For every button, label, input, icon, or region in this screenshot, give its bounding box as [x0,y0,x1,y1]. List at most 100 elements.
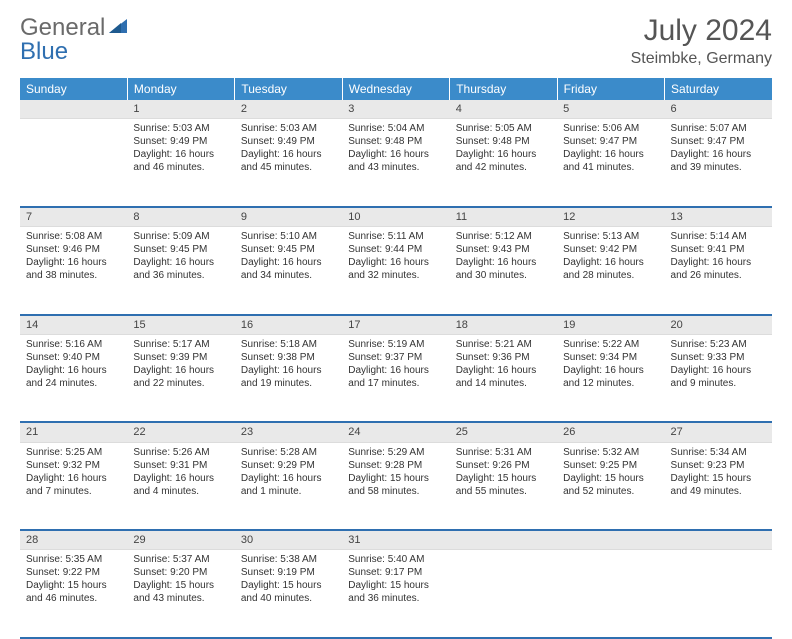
sunrise-text: Sunrise: 5:35 AM [26,553,121,566]
day-number-cell: 2 [235,100,342,119]
daylight-text: Daylight: 15 hours and 46 minutes. [26,579,121,605]
day-header: Monday [127,78,234,100]
day-content-cell: Sunrise: 5:17 AMSunset: 9:39 PMDaylight:… [127,334,234,422]
day-header: Thursday [450,78,557,100]
daylight-text: Daylight: 16 hours and 1 minute. [241,472,336,498]
sunrise-text: Sunrise: 5:29 AM [348,446,443,459]
day-content-row: Sunrise: 5:25 AMSunset: 9:32 PMDaylight:… [20,442,772,530]
day-content-cell: Sunrise: 5:09 AMSunset: 9:45 PMDaylight:… [127,227,234,315]
day-content-cell [20,119,127,207]
day-number-cell: 25 [450,422,557,442]
daylight-text: Daylight: 16 hours and 7 minutes. [26,472,121,498]
sunset-text: Sunset: 9:40 PM [26,351,121,364]
day-content-cell: Sunrise: 5:10 AMSunset: 9:45 PMDaylight:… [235,227,342,315]
sunset-text: Sunset: 9:23 PM [671,459,766,472]
day-content-cell: Sunrise: 5:40 AMSunset: 9:17 PMDaylight:… [342,550,449,638]
day-content-cell: Sunrise: 5:31 AMSunset: 9:26 PMDaylight:… [450,442,557,530]
day-content-row: Sunrise: 5:16 AMSunset: 9:40 PMDaylight:… [20,334,772,422]
sunset-text: Sunset: 9:33 PM [671,351,766,364]
daylight-text: Daylight: 16 hours and 34 minutes. [241,256,336,282]
daylight-text: Daylight: 16 hours and 12 minutes. [563,364,658,390]
day-number-cell: 8 [127,207,234,227]
sunset-text: Sunset: 9:22 PM [26,566,121,579]
daylight-text: Daylight: 16 hours and 41 minutes. [563,148,658,174]
day-content-row: Sunrise: 5:35 AMSunset: 9:22 PMDaylight:… [20,550,772,638]
sunset-text: Sunset: 9:47 PM [563,135,658,148]
day-content-cell: Sunrise: 5:06 AMSunset: 9:47 PMDaylight:… [557,119,664,207]
daylight-text: Daylight: 15 hours and 52 minutes. [563,472,658,498]
day-number-cell: 28 [20,530,127,550]
day-number-cell: 29 [127,530,234,550]
day-content-cell: Sunrise: 5:04 AMSunset: 9:48 PMDaylight:… [342,119,449,207]
day-number-cell [557,530,664,550]
day-content-cell: Sunrise: 5:22 AMSunset: 9:34 PMDaylight:… [557,334,664,422]
daylight-text: Daylight: 16 hours and 24 minutes. [26,364,121,390]
day-content-cell: Sunrise: 5:11 AMSunset: 9:44 PMDaylight:… [342,227,449,315]
sunrise-text: Sunrise: 5:07 AM [671,122,766,135]
sunset-text: Sunset: 9:48 PM [348,135,443,148]
day-number-cell: 7 [20,207,127,227]
day-number-cell: 17 [342,315,449,335]
daylight-text: Daylight: 16 hours and 38 minutes. [26,256,121,282]
day-content-row: Sunrise: 5:08 AMSunset: 9:46 PMDaylight:… [20,227,772,315]
location-label: Steimbke, Germany [631,50,772,68]
sunset-text: Sunset: 9:42 PM [563,243,658,256]
sunrise-text: Sunrise: 5:26 AM [133,446,228,459]
month-title: July 2024 [631,14,772,48]
daylight-text: Daylight: 16 hours and 30 minutes. [456,256,551,282]
day-number-row: 123456 [20,100,772,119]
daylight-text: Daylight: 16 hours and 42 minutes. [456,148,551,174]
day-number-cell: 13 [665,207,772,227]
daylight-text: Daylight: 16 hours and 32 minutes. [348,256,443,282]
sunrise-text: Sunrise: 5:03 AM [241,122,336,135]
sunrise-text: Sunrise: 5:17 AM [133,338,228,351]
day-header-row: Sunday Monday Tuesday Wednesday Thursday… [20,78,772,100]
day-content-cell: Sunrise: 5:08 AMSunset: 9:46 PMDaylight:… [20,227,127,315]
daylight-text: Daylight: 16 hours and 22 minutes. [133,364,228,390]
daylight-text: Daylight: 16 hours and 17 minutes. [348,364,443,390]
sunrise-text: Sunrise: 5:19 AM [348,338,443,351]
daylight-text: Daylight: 16 hours and 36 minutes. [133,256,228,282]
day-header: Saturday [665,78,772,100]
day-content-cell: Sunrise: 5:29 AMSunset: 9:28 PMDaylight:… [342,442,449,530]
calendar-table: Sunday Monday Tuesday Wednesday Thursday… [20,78,772,639]
day-content-cell: Sunrise: 5:16 AMSunset: 9:40 PMDaylight:… [20,334,127,422]
day-number-cell: 9 [235,207,342,227]
day-number-cell: 3 [342,100,449,119]
sunset-text: Sunset: 9:31 PM [133,459,228,472]
sunrise-text: Sunrise: 5:10 AM [241,230,336,243]
day-content-cell [450,550,557,638]
day-header: Wednesday [342,78,449,100]
sunset-text: Sunset: 9:26 PM [456,459,551,472]
sunrise-text: Sunrise: 5:21 AM [456,338,551,351]
sunset-text: Sunset: 9:43 PM [456,243,551,256]
day-content-cell: Sunrise: 5:14 AMSunset: 9:41 PMDaylight:… [665,227,772,315]
sunset-text: Sunset: 9:39 PM [133,351,228,364]
sunrise-text: Sunrise: 5:08 AM [26,230,121,243]
day-number-cell: 14 [20,315,127,335]
day-number-cell: 1 [127,100,234,119]
sunrise-text: Sunrise: 5:14 AM [671,230,766,243]
daylight-text: Daylight: 15 hours and 58 minutes. [348,472,443,498]
day-number-cell: 6 [665,100,772,119]
daylight-text: Daylight: 16 hours and 9 minutes. [671,364,766,390]
sunset-text: Sunset: 9:36 PM [456,351,551,364]
day-number-cell: 26 [557,422,664,442]
day-content-cell [557,550,664,638]
page-header: General July 2024 Steimbke, Germany [20,14,772,68]
sunset-text: Sunset: 9:45 PM [133,243,228,256]
day-number-cell: 23 [235,422,342,442]
day-number-cell: 30 [235,530,342,550]
day-header: Sunday [20,78,127,100]
day-number-cell: 10 [342,207,449,227]
day-content-cell: Sunrise: 5:05 AMSunset: 9:48 PMDaylight:… [450,119,557,207]
sunset-text: Sunset: 9:25 PM [563,459,658,472]
daylight-text: Daylight: 16 hours and 4 minutes. [133,472,228,498]
day-content-cell: Sunrise: 5:32 AMSunset: 9:25 PMDaylight:… [557,442,664,530]
day-number-cell: 5 [557,100,664,119]
sunrise-text: Sunrise: 5:32 AM [563,446,658,459]
sunset-text: Sunset: 9:45 PM [241,243,336,256]
day-header: Friday [557,78,664,100]
day-content-cell: Sunrise: 5:07 AMSunset: 9:47 PMDaylight:… [665,119,772,207]
day-content-cell: Sunrise: 5:19 AMSunset: 9:37 PMDaylight:… [342,334,449,422]
